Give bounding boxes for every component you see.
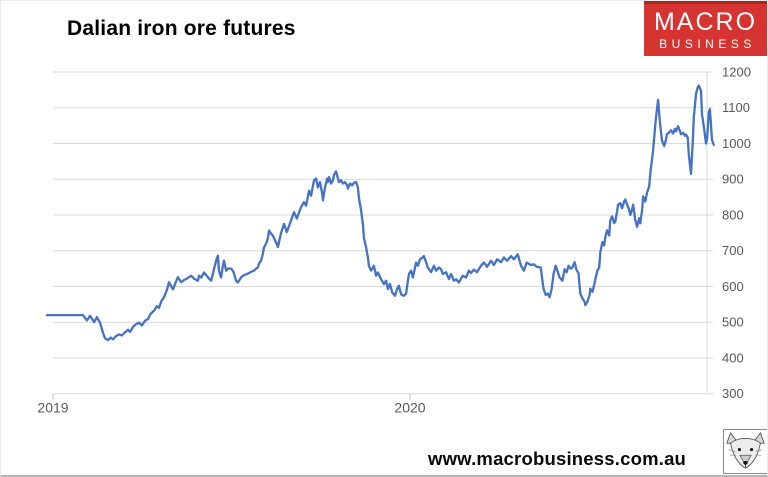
y-axis-label: 1200: [722, 65, 751, 80]
x-axis-label: 2019: [37, 400, 68, 416]
y-axis-label: 1100: [722, 100, 750, 115]
macrobusiness-logo: MACRO BUSINESS: [644, 1, 767, 56]
price-line: [45, 84, 715, 342]
logo-text-business: BUSINESS: [659, 36, 756, 51]
y-axis-label: 400: [722, 350, 744, 365]
y-axis-label: 600: [722, 279, 744, 294]
y-axis-label: 900: [722, 172, 744, 187]
y-axis-label: 500: [722, 315, 744, 330]
wolf-logo: [723, 429, 767, 474]
y-axis-label: 300: [722, 386, 744, 401]
y-axis-label: 700: [722, 243, 744, 258]
wolf-head-icon: [726, 431, 765, 469]
chart-title: Dalian iron ore futures: [67, 17, 296, 40]
website-url: www.macrobusiness.com.au: [428, 448, 687, 469]
logo-text-macro: MACRO: [653, 8, 758, 37]
y-axis-label: 1000: [722, 136, 751, 151]
x-axis-label: 2020: [394, 400, 425, 416]
y-axis-label: 800: [722, 207, 744, 222]
